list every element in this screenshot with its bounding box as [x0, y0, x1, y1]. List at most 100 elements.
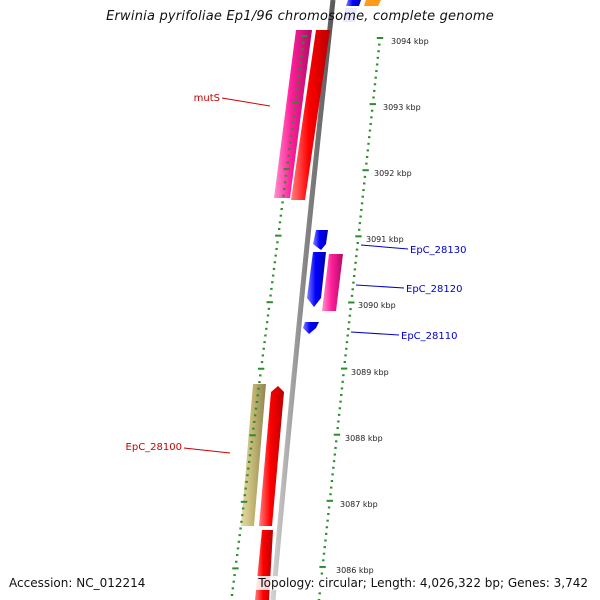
tick-mark — [243, 494, 247, 497]
gene-partial-blue — [346, 0, 361, 6]
tick-mark — [347, 321, 351, 324]
tick-mark — [330, 479, 334, 482]
tick-mark — [361, 195, 364, 198]
gene-EpC-28130 — [313, 230, 328, 250]
tick-mark — [341, 380, 344, 383]
tick-mark — [241, 507, 245, 510]
tick-mark — [260, 361, 264, 364]
gene-label-leader — [360, 244, 409, 250]
tick-mark — [325, 526, 329, 529]
tick-mark — [340, 394, 343, 397]
tick-mark — [300, 35, 308, 37]
tick-mark — [230, 594, 234, 596]
tick-mark — [377, 50, 380, 53]
tick-mark — [345, 341, 349, 344]
gene-label[interactable]: EpC_28110 — [401, 331, 457, 342]
tick-mark — [292, 101, 299, 104]
tick-mark — [348, 314, 352, 317]
tick-mark — [262, 347, 265, 350]
gene-label[interactable]: EpC_28130 — [410, 245, 466, 256]
scale-label: 3092 kbp — [374, 169, 412, 178]
tick-mark — [339, 400, 342, 403]
tick-mark — [333, 453, 336, 456]
tick-mark — [290, 128, 294, 131]
tick-mark — [378, 43, 381, 46]
gene-mutS-red — [291, 30, 330, 200]
tick-mark — [257, 367, 265, 370]
tick-mark — [327, 506, 331, 509]
tick-mark — [367, 142, 370, 145]
gene-EpC-28120-blue — [307, 252, 326, 307]
gene-EpC-28120-magenta — [322, 254, 343, 311]
tick-mark — [280, 208, 283, 211]
tick-mark — [366, 149, 369, 152]
tick-mark — [293, 108, 296, 111]
tick-mark — [331, 473, 334, 476]
gene-label[interactable]: EpC_28100 — [126, 442, 182, 453]
tick-mark — [355, 248, 359, 251]
tick-mark — [233, 574, 236, 577]
tick-mark — [343, 360, 347, 363]
tick-mark — [355, 255, 358, 258]
tick-mark — [288, 148, 291, 151]
tick-mark — [235, 560, 238, 563]
scale-label: 3090 kbp — [358, 301, 396, 310]
tick-mark — [278, 221, 282, 224]
tick-mark — [248, 454, 252, 457]
tick-mark — [289, 141, 292, 144]
gene-label[interactable]: EpC_28120 — [406, 284, 462, 295]
tick-mark — [239, 527, 242, 530]
scale-label: 3091 kbp — [366, 235, 404, 244]
tick-mark — [264, 334, 267, 337]
tick-mark — [356, 241, 359, 244]
gene-label[interactable]: mutS — [194, 93, 220, 104]
tick-mark — [332, 460, 336, 463]
tick-mark — [273, 261, 277, 264]
tick-mark — [295, 88, 299, 91]
tick-mark — [257, 387, 260, 390]
gene-label-leader — [350, 331, 400, 336]
tick-mark — [340, 367, 348, 370]
scale-label: 3093 kbp — [383, 103, 421, 112]
scale-label: 3086 kbp — [336, 566, 374, 575]
tick-mark — [232, 580, 235, 583]
tick-mark — [298, 68, 301, 71]
tick-mark — [324, 539, 327, 542]
page-title: Erwinia pyrifoliae Ep1/96 chromosome, co… — [106, 9, 494, 24]
tick-mark — [326, 519, 329, 522]
tick-mark — [284, 174, 288, 177]
tick-mark — [291, 121, 295, 124]
tick-mark — [250, 440, 253, 443]
tick-mark — [283, 181, 287, 184]
tick-mark — [276, 241, 279, 244]
tick-mark — [340, 387, 344, 390]
tick-mark — [259, 374, 262, 377]
tick-mark — [275, 234, 282, 237]
tick-mark — [337, 420, 340, 423]
tick-mark — [359, 215, 362, 218]
tick-mark — [299, 61, 302, 64]
tick-mark — [249, 447, 253, 450]
tick-mark — [344, 354, 347, 357]
tick-mark — [349, 308, 352, 311]
genome-backbone — [270, 0, 336, 600]
tick-mark — [270, 287, 273, 290]
gene-EpC-28110 — [303, 322, 319, 334]
tick-mark — [362, 189, 365, 192]
tick-mark — [327, 513, 330, 516]
tick-mark — [266, 301, 273, 304]
tick-mark — [237, 540, 241, 543]
tick-mark — [277, 227, 281, 230]
tick-mark — [354, 261, 357, 264]
tick-mark — [246, 474, 249, 477]
tick-mark — [240, 520, 243, 523]
tick-mark — [258, 381, 261, 384]
tick-mark — [283, 188, 286, 191]
tick-mark — [333, 433, 341, 436]
tick-mark — [375, 70, 378, 73]
tick-mark — [369, 103, 377, 106]
tick-mark — [269, 294, 272, 297]
tick-mark — [363, 182, 366, 185]
gene-partial-grey — [343, 8, 357, 22]
tick-mark — [265, 321, 269, 324]
